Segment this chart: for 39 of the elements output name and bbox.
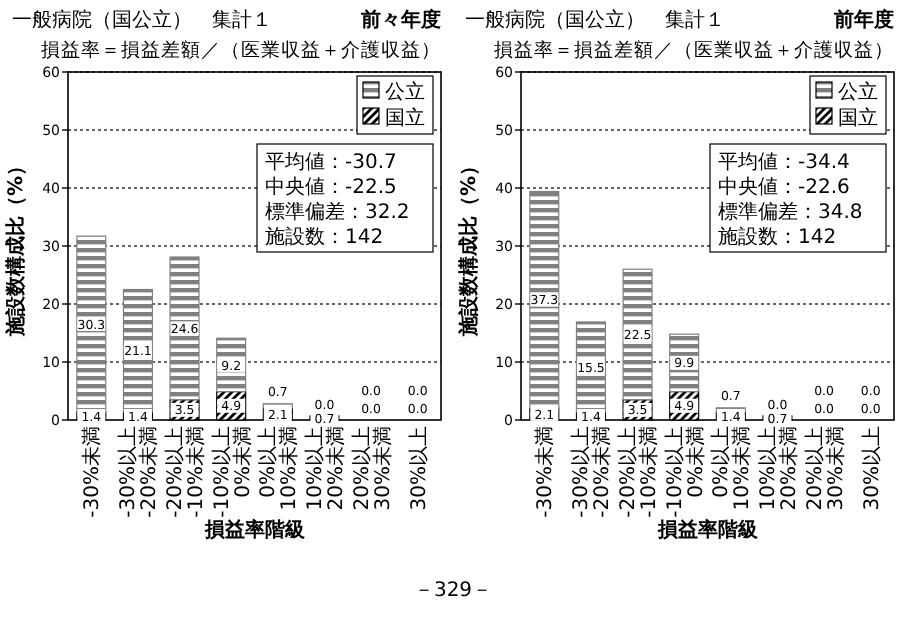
legend-label: 国立: [385, 106, 425, 130]
annotation: 標準偏差：34.8: [718, 200, 863, 224]
x-tick-label: -30%未満: [80, 426, 105, 518]
annotation: 標準偏差：32.2: [265, 200, 410, 224]
annotation: 施設数：142: [265, 225, 384, 249]
x-tick-label: -10%以上 0%未満: [662, 426, 708, 518]
x-tick-label: 10%以上 20%未満: [755, 426, 801, 511]
y-axis-title: 施設数構成比（%）: [457, 155, 481, 339]
x-tick-label: 0%以上 10%未満: [709, 426, 755, 511]
annotation: 中央値：-22.5: [265, 175, 397, 199]
x-tick-label: -10%以上 0%未満: [209, 426, 255, 518]
annotation: 中央値：-22.6: [718, 175, 850, 199]
x-tick-label: 30%以上: [859, 426, 884, 511]
chart-title: 一般病院（国公立） 集計１: [465, 8, 725, 32]
text: －329－: [413, 580, 493, 602]
legend-label: 公立: [385, 80, 425, 104]
x-tick-label: 30%以上: [406, 426, 431, 511]
x-axis-title: 損益率階級: [202, 518, 307, 542]
x-tick-label: 20%以上 30%未満: [349, 426, 395, 511]
x-tick-label: 10%以上 20%未満: [302, 426, 348, 511]
annotation: 平均値：-34.4: [718, 150, 850, 174]
text: 損益率＝損益差額／（医業収益＋介護収益）: [494, 38, 894, 62]
legend-label: 公立: [838, 80, 878, 104]
x-tick-label: -30%未満: [533, 426, 558, 518]
x-tick-label: -20%以上 -10%未満: [163, 426, 209, 518]
x-tick-label: -30%以上 -20%未満: [569, 426, 615, 518]
text: 損益率＝損益差額／（医業収益＋介護収益）: [41, 38, 441, 62]
annotation: 平均値：-30.7: [265, 150, 397, 174]
chart-subtitle: 前年度: [832, 8, 894, 32]
x-tick-label: 0%以上 10%未満: [256, 426, 302, 511]
legend-label: 国立: [838, 106, 878, 130]
annotation: 施設数：142: [718, 225, 837, 249]
y-axis-title: 施設数構成比（%）: [4, 155, 28, 339]
x-tick-label: 20%以上 30%未満: [802, 426, 848, 511]
x-axis-title: 損益率階級: [655, 518, 760, 542]
chart-subtitle: 前々年度: [359, 8, 441, 32]
chart-title: 一般病院（国公立） 集計１: [12, 8, 272, 32]
x-tick-label: -20%以上 -10%未満: [616, 426, 662, 518]
x-tick-label: -30%以上 -20%未満: [116, 426, 162, 518]
